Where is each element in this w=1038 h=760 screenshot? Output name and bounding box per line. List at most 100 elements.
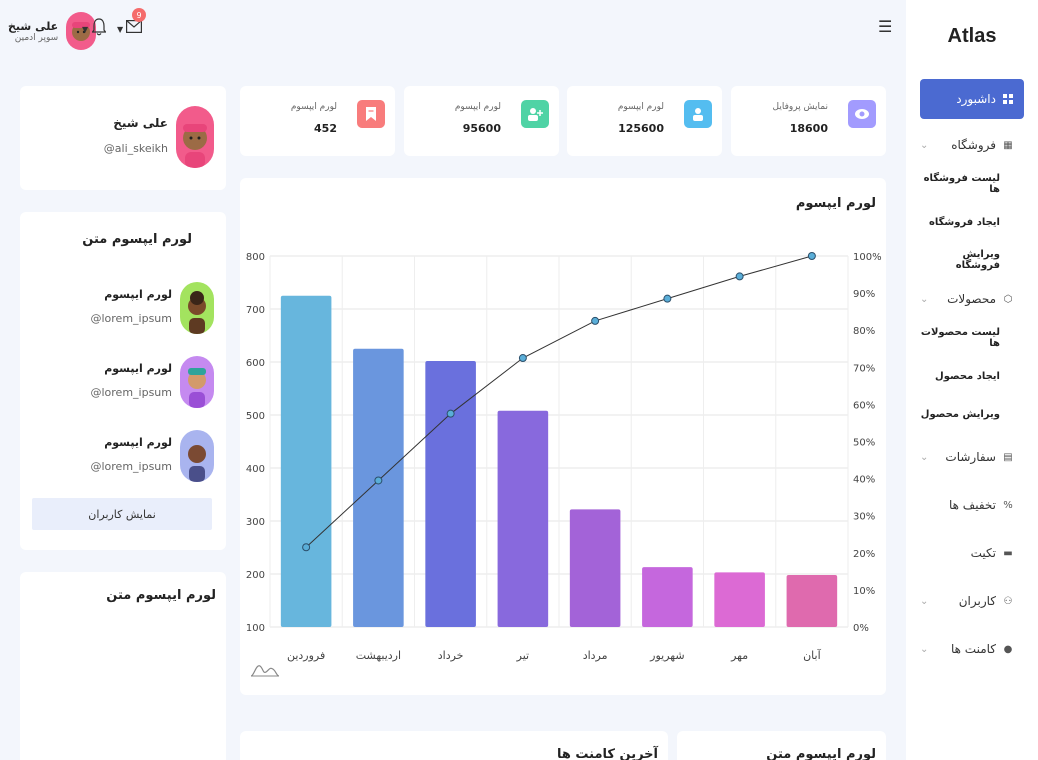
user-name: لورم ایپسوم: [104, 362, 172, 375]
stat-label: لورم ایپسوم: [617, 102, 664, 112]
sidebar: Atlas داشبورد ▦ فروشگاه ⌄ لیست فروشگاه ه…: [906, 0, 1038, 760]
bar: [786, 575, 838, 627]
sidebar-subitem-product-list[interactable]: لیست محصولات ها: [920, 327, 1000, 349]
sidebar-item-label: تخفیف ها: [949, 498, 996, 512]
sidebar-item-orders[interactable]: ▤ سفارشات ⌄: [920, 437, 1024, 477]
y2-tick-label: 100%: [853, 252, 882, 263]
sidebar-item-label: کاربران: [958, 594, 996, 608]
menu-toggle-icon[interactable]: ☰: [878, 17, 893, 36]
box-icon: ⬡: [1003, 293, 1013, 305]
sidebar-item-dashboard[interactable]: داشبورد: [920, 79, 1024, 119]
line-point: [663, 294, 672, 303]
sidebar-item-label: کامنت ها: [951, 642, 996, 656]
show-users-button[interactable]: نمایش کاربران: [32, 498, 212, 530]
y2-tick-label: 30%: [853, 512, 875, 523]
y2-tick-label: 20%: [853, 549, 875, 560]
sidebar-item-label: داشبورد: [956, 92, 996, 106]
y-tick-label: 800: [246, 252, 265, 263]
x-tick-label: مرداد: [583, 649, 608, 662]
series-line: [305, 255, 813, 548]
list-item[interactable]: لورم ایپسوم @lorem_ipsum: [34, 282, 214, 342]
sidebar-item-label: محصولات: [947, 292, 996, 306]
chevron-down-icon: ⌄: [920, 451, 929, 463]
card-title: آخرین کامنت ها: [557, 747, 658, 760]
y-tick-label: 400: [246, 464, 265, 475]
topbar: ☰ علی شیخ سوپر ادمین ▼ ▼ 9: [0, 0, 906, 62]
y2-tick-label: 60%: [853, 400, 875, 411]
users-card-title: لورم ایپسوم متن: [82, 232, 192, 247]
grid-icon: [1002, 93, 1014, 105]
bar: [497, 410, 549, 627]
user-add-icon: [521, 100, 549, 128]
line-point: [807, 252, 816, 260]
user-menu[interactable]: علی شیخ سوپر ادمین: [8, 12, 97, 50]
y2-tick-label: 10%: [853, 586, 875, 597]
chevron-down-icon[interactable]: ▼: [82, 25, 89, 34]
avatar: [180, 430, 214, 482]
line-point: [446, 409, 455, 418]
bookmark-icon: [357, 100, 385, 128]
line-point: [591, 316, 600, 325]
x-tick-label: اردیبهشت: [356, 649, 401, 662]
stat-label: نمایش پروفایل: [772, 102, 828, 112]
sidebar-item-users[interactable]: ⚇ کاربران ⌄: [920, 581, 1024, 621]
ticket-icon: ▬: [1003, 547, 1013, 559]
latest-comments-card: آخرین کامنت ها: [240, 731, 668, 760]
users-icon: ⚇: [1003, 595, 1013, 607]
y2-tick-label: 90%: [853, 289, 875, 300]
avatar[interactable]: [66, 12, 97, 50]
avatar: [180, 282, 214, 334]
sidebar-item-comments[interactable]: ● کامنت ها ⌄: [920, 629, 1024, 669]
chevron-down-icon: ⌄: [920, 643, 929, 655]
avatar[interactable]: [176, 106, 214, 168]
list-item[interactable]: لورم ایپسوم @lorem_ipsum: [34, 430, 214, 490]
sidebar-item-store[interactable]: ▦ فروشگاه ⌄: [920, 125, 1024, 165]
sidebar-subitem-store-list[interactable]: لیست فروشگاه ها: [923, 173, 1000, 195]
profile-card: علی شیخ @ali_skeikh: [20, 86, 226, 190]
stat-value: 125600: [618, 122, 664, 135]
y-tick-label: 700: [246, 305, 265, 316]
bar-chart: 100 200 300 400 500 600 700 800 0% 10% 20% 30% 40% 50…: [246, 252, 882, 662]
y-tick-label: 200: [246, 570, 265, 581]
y-tick-label: 100: [246, 623, 265, 634]
y2-tick-label: 80%: [853, 326, 875, 337]
sidebar-item-products[interactable]: ⬡ محصولات ⌄: [920, 279, 1024, 319]
sidebar-subitem-store-edit[interactable]: ویرایش فروشگاه: [955, 249, 1000, 271]
user-name: علی شیخ: [8, 19, 59, 33]
cart-icon: ▤: [1003, 451, 1013, 463]
card-title: لورم ایپسوم متن: [766, 747, 876, 760]
user-handle: @lorem_ipsum: [90, 460, 172, 473]
sidebar-item-label: تکیت: [970, 546, 996, 560]
line-point: [735, 272, 744, 281]
comment-icon: ●: [1003, 643, 1013, 655]
x-tick-label: فروردین: [287, 649, 325, 662]
y2-tick-label: 70%: [853, 363, 875, 374]
bottom-left-card: لورم ایپسوم متن: [20, 572, 226, 760]
bar: [714, 572, 765, 627]
chart-download-icon[interactable]: [250, 662, 280, 678]
sidebar-subitem-product-edit[interactable]: ویرایش محصول: [920, 408, 1000, 420]
stat-card-4: لورم ایپسوم 452: [240, 86, 395, 156]
chevron-down-icon[interactable]: ▼: [117, 25, 124, 34]
list-item[interactable]: لورم ایپسوم @lorem_ipsum: [34, 356, 214, 416]
user-name: لورم ایپسوم: [104, 288, 172, 301]
sidebar-subitem-product-create[interactable]: ایجاد محصول: [935, 370, 1000, 382]
card-title: لورم ایپسوم متن: [106, 588, 216, 603]
stat-card-3: لورم ایپسوم 95600: [404, 86, 559, 156]
y-tick-label: 600: [246, 358, 265, 369]
bar: [280, 295, 332, 627]
sidebar-item-discounts[interactable]: % تخفیف ها: [920, 485, 1024, 525]
user-icon: [684, 100, 712, 128]
bottom-right-card: لورم ایپسوم متن: [677, 731, 886, 760]
sidebar-item-label: فروشگاه: [951, 138, 996, 152]
profile-handle: @ali_skeikh: [103, 142, 168, 155]
line-point: [302, 543, 311, 552]
bell-icon[interactable]: [91, 18, 107, 40]
chevron-down-icon: ⌄: [920, 595, 929, 607]
y-tick-label: 300: [246, 517, 265, 528]
line-point: [374, 476, 383, 485]
sidebar-subitem-store-create[interactable]: ایجاد فروشگاه: [928, 216, 1000, 228]
sidebar-item-ticket[interactable]: ▬ تکیت: [920, 533, 1024, 573]
x-tick-label: تیر: [516, 649, 529, 662]
user-handle: @lorem_ipsum: [90, 386, 172, 399]
